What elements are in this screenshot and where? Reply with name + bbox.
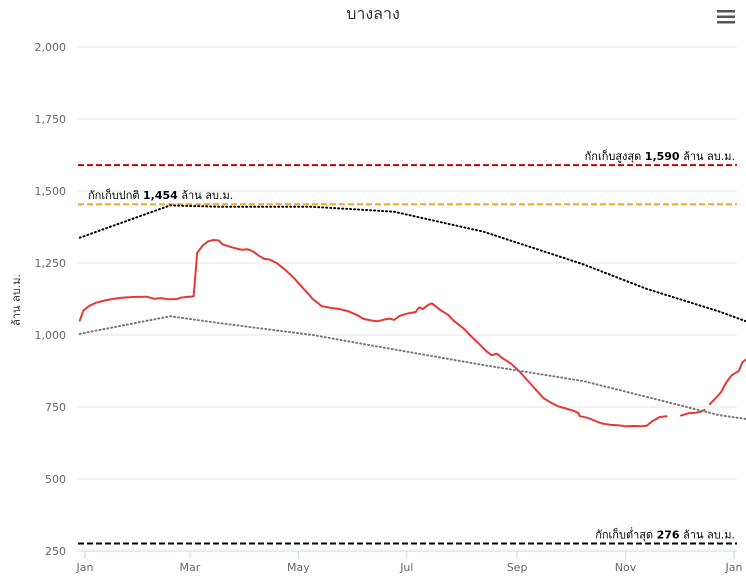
menu-line [717,10,735,13]
chart-title: บางลาง [346,4,400,23]
x-tick-label: May [287,561,310,574]
y-axis-label: ล้าน ลบ.ม. [10,274,23,326]
y-tick-label: 1,000 [35,329,67,342]
reference-label-normal: กักเก็บปกติ 1,454 ล้าน ลบ.ม. [88,188,233,202]
series-line-min_year [78,315,746,420]
menu-button[interactable] [717,9,735,25]
y-axis: 250 500 750 1,000 1,250 1,500 1,750 2,000 [35,41,67,558]
y-tick-label: 1,250 [35,257,67,270]
x-tick-label: Mar [180,561,201,574]
menu-line [717,15,735,18]
y-tick-label: 1,500 [35,185,67,198]
reference-label-min: กักเก็บต่ำสุด 276 ล้าน ลบ.ม. [595,527,735,542]
y-tick-label: 500 [45,473,66,486]
menu-line [717,21,735,24]
x-tick-label: Jan [76,561,94,574]
series-group [78,204,746,428]
y-tick-label: 1,750 [35,113,67,126]
reference-lines: กักเก็บสูงสุด 1,590 ล้าน ลบ.ม. กักเก็บปกต… [78,149,737,545]
series-line-current_year [78,239,668,428]
series-line-current_year_c [708,358,746,406]
y-tick-label: 2,000 [35,41,67,54]
y-tick-label: 250 [45,545,66,558]
x-axis: Jan Mar May Jul Sep Nov Jan [76,550,743,574]
x-tick-label: Jul [399,561,413,574]
x-tick-label: Sep [507,561,528,574]
series-line-max_year [78,204,746,323]
y-tick-label: 750 [45,401,66,414]
x-tick-label: Nov [615,561,637,574]
x-tick-label: Jan [725,561,743,574]
reference-label-max: กักเก็บสูงสุด 1,590 ล้าน ลบ.ม. [585,149,735,163]
